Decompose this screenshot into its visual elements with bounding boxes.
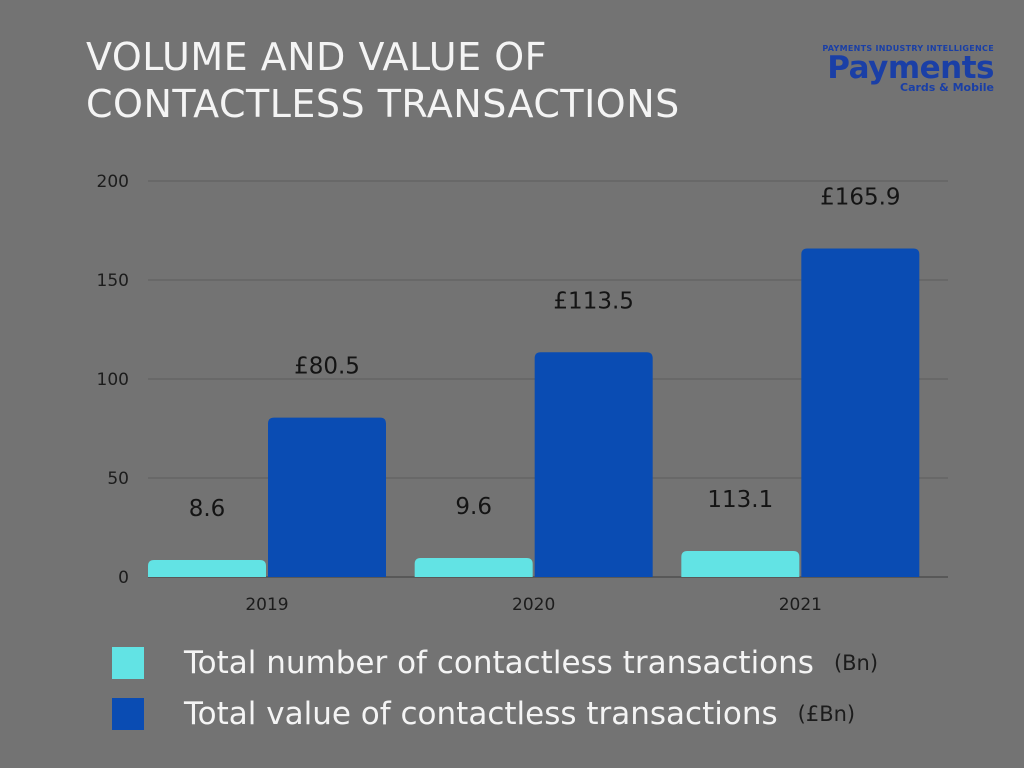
legend-label-number: Total number of contactless transactions bbox=[184, 645, 814, 681]
y-tick-label: 100 bbox=[97, 370, 129, 390]
data-label: £80.5 bbox=[294, 354, 360, 380]
bar-value-2021 bbox=[801, 248, 920, 577]
bar-value-2020 bbox=[534, 352, 653, 577]
legend-item-number: Total number of contactless transactions… bbox=[112, 645, 878, 681]
x-tick-label: 2020 bbox=[512, 595, 555, 615]
legend-label-value: Total value of contactless transactions bbox=[184, 696, 778, 732]
chart-title-line-1: VOLUME AND VALUE OF bbox=[86, 35, 547, 79]
data-label: £113.5 bbox=[553, 288, 633, 314]
y-tick-label: 50 bbox=[107, 469, 129, 489]
logo-tagline: PAYMENTS INDUSTRY INTELLIGENCE bbox=[822, 44, 994, 53]
bar-value-2019 bbox=[268, 417, 386, 577]
bar-chart: 0 50 100 150 200 8.6 £80.5 2019 9.6 £113.5 2020 113… bbox=[97, 172, 948, 615]
x-tick-label: 2021 bbox=[779, 595, 822, 615]
bar-number-2019 bbox=[148, 559, 266, 577]
chart-title: VOLUME AND VALUE OF CONTACTLESS TRANSACT… bbox=[86, 34, 680, 128]
legend-swatch-number bbox=[112, 647, 144, 679]
payments-logo: PAYMENTS INDUSTRY INTELLIGENCE Payments … bbox=[822, 44, 994, 94]
data-label: 9.6 bbox=[455, 494, 492, 520]
legend-unit-number: (Bn) bbox=[833, 651, 879, 675]
bar-number-2021 bbox=[681, 551, 800, 577]
y-tick-label: 0 bbox=[118, 568, 129, 588]
y-tick-label: 200 bbox=[97, 172, 129, 192]
legend-unit-value: (£Bn) bbox=[797, 702, 856, 726]
data-label: £165.9 bbox=[820, 185, 900, 211]
legend-swatch-value bbox=[112, 698, 144, 730]
data-label: 113.1 bbox=[707, 487, 773, 513]
logo-subname: Cards & Mobile bbox=[900, 81, 994, 94]
y-tick-label: 150 bbox=[97, 271, 129, 291]
legend-item-value: Total value of contactless transactions … bbox=[112, 696, 855, 732]
logo-name: Payments bbox=[827, 50, 994, 86]
bar-number-2020 bbox=[414, 557, 533, 577]
data-label: 8.6 bbox=[189, 496, 226, 522]
chart-title-line-2: CONTACTLESS TRANSACTIONS bbox=[86, 82, 680, 126]
x-tick-label: 2019 bbox=[245, 595, 288, 615]
